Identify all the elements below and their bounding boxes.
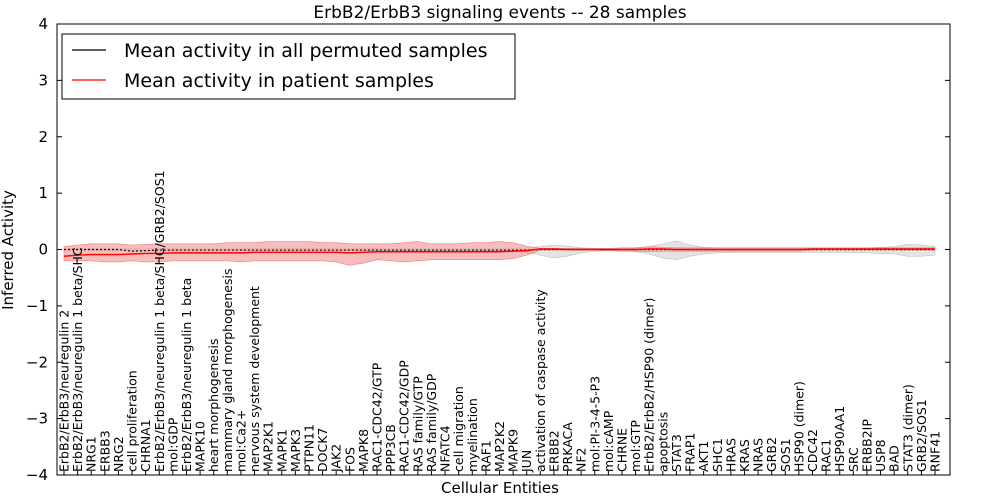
x-tick-label: SHC1 — [710, 438, 725, 472]
x-tick-label: GRB2 — [764, 437, 779, 472]
x-tick-label: MAPK8 — [356, 429, 371, 472]
x-tick-label: mol:cAMP — [601, 410, 616, 472]
x-tick-label: MAPK10 — [193, 421, 208, 472]
x-tick-label: ErbB2/ErbB3/neuregulin 1 beta/SHC/GRB2/S… — [152, 170, 167, 472]
x-tick-label: JUN — [519, 450, 534, 473]
y-tick-label: 3 — [38, 71, 48, 89]
x-tick-label: RAC1-CDC42/GTP — [370, 362, 385, 472]
x-tick-label: MAP2K1 — [261, 421, 276, 472]
x-tick-label: PPP3CB — [383, 424, 398, 472]
x-tick-label: ErbB2/ErbB3/neuregulin 2 — [57, 310, 72, 472]
x-tick-label: FOS — [342, 447, 357, 472]
x-tick-label: CHRNE — [614, 428, 629, 472]
x-tick-label: NRAS — [751, 438, 766, 472]
patient-band-layer — [63, 241, 936, 266]
x-tick-label: AKT1 — [696, 441, 711, 472]
x-tick-label: JAK2 — [329, 444, 344, 473]
x-tick-label: heart morphogenesis — [206, 339, 221, 473]
x-tick-label: ERBB2IP — [859, 419, 874, 472]
x-tick-label: RAF1 — [478, 440, 493, 472]
x-tick-label: HSP90 (dimer) — [791, 381, 806, 472]
x-tick-label: HRAS — [723, 438, 738, 472]
x-tick-label: mammary gland morphogenesis — [220, 269, 235, 472]
line-patient — [63, 248, 935, 257]
x-tick-label: SOS1 — [778, 438, 793, 472]
y-tick-label: −1 — [26, 297, 48, 315]
x-tick-label: MAPK3 — [288, 429, 303, 472]
x-axis: ErbB2/ErbB3/neuregulin 2ErbB2/ErbB3/neur… — [57, 170, 943, 475]
y-tick-label: 1 — [38, 184, 48, 202]
y-tick-label: 2 — [38, 128, 48, 146]
x-tick-label: PRKACA — [560, 422, 575, 472]
x-tick-label: MAPK9 — [506, 429, 521, 472]
x-tick-label: RAS family/GTP — [410, 376, 425, 472]
x-tick-label: RAC1 — [819, 439, 834, 472]
x-tick-label: KRAS — [737, 439, 752, 472]
x-tick-label: NF2 — [574, 448, 589, 473]
series-layer — [63, 248, 935, 257]
x-tick-label: mol:GDP — [165, 417, 180, 472]
legend-label-patient: Mean activity in patient samples — [124, 70, 434, 92]
x-tick-label: cell proliferation — [125, 370, 140, 472]
x-tick-label: FRAP1 — [683, 433, 698, 472]
x-tick-label: PTPN11 — [301, 424, 316, 472]
x-tick-label: MAPK1 — [274, 429, 289, 472]
x-tick-label: mol:Ca2+ — [233, 410, 248, 472]
x-tick-label: myelination — [465, 398, 480, 472]
legend-label-permuted: Mean activity in all permuted samples — [124, 40, 487, 62]
x-tick-label: activation of caspase activity — [533, 289, 548, 472]
x-tick-label: USP8 — [873, 439, 888, 472]
x-tick-label: RNF41 — [928, 431, 943, 472]
x-tick-label: ErbB2/ErbB3/neuregulin 1 beta/SHC — [70, 247, 85, 472]
x-tick-label: ERBB2 — [546, 430, 561, 472]
y-tick-label: −3 — [26, 410, 48, 428]
y-tick-label: 0 — [38, 241, 48, 259]
x-tick-label: DOCK7 — [315, 428, 330, 472]
x-tick-label: mol:PI-3-4-5-P3 — [587, 376, 602, 472]
x-tick-label: ERBB3 — [97, 430, 112, 472]
x-tick-label: STAT3 — [669, 434, 684, 472]
band-patient — [63, 241, 936, 266]
x-tick-label: NRG2 — [111, 436, 126, 472]
x-tick-label: RAC1-CDC42/GDP — [397, 360, 412, 472]
x-tick-label: mol:GTP — [628, 420, 643, 472]
x-tick-label: CHRNA1 — [138, 419, 153, 472]
x-tick-label: RAS family/GDP — [424, 373, 439, 472]
y-tick-label: 4 — [38, 15, 48, 33]
x-tick-label: NFATC4 — [438, 425, 453, 472]
x-tick-label: BAD — [887, 445, 902, 472]
x-axis-label: Cellular Entities — [441, 479, 559, 497]
y-axis: −4 −3 −2 −1 0 1 2 3 4 — [26, 15, 950, 484]
x-tick-label: STAT3 (dimer) — [900, 384, 915, 472]
x-tick-label: ErbB2/ErbB3/neuregulin 1 beta — [179, 278, 194, 472]
x-tick-label: cell migration — [451, 386, 466, 472]
x-tick-label: GRB2/SOS1 — [914, 399, 929, 472]
x-tick-label: MAP2K2 — [492, 421, 507, 472]
x-tick-label: ErbB2/ErbB2/HSP90 (dimer) — [642, 298, 657, 472]
x-tick-label: HSP90AA1 — [832, 406, 847, 472]
x-tick-label: SRC — [846, 447, 861, 472]
x-tick-label: CDC42 — [805, 429, 820, 472]
y-tick-label: −4 — [26, 466, 48, 484]
x-tick-label: NRG1 — [84, 436, 99, 472]
y-axis-label: Inferred Activity — [0, 190, 17, 310]
chart-title: ErbB2/ErbB3 signaling events -- 28 sampl… — [313, 3, 686, 23]
x-tick-label: apoptosis — [655, 412, 670, 472]
x-tick-label: nervous system development — [247, 286, 262, 472]
y-tick-label: −2 — [26, 353, 48, 371]
legend: Mean activity in all permuted samples Me… — [61, 33, 516, 100]
legend-box — [61, 33, 516, 100]
